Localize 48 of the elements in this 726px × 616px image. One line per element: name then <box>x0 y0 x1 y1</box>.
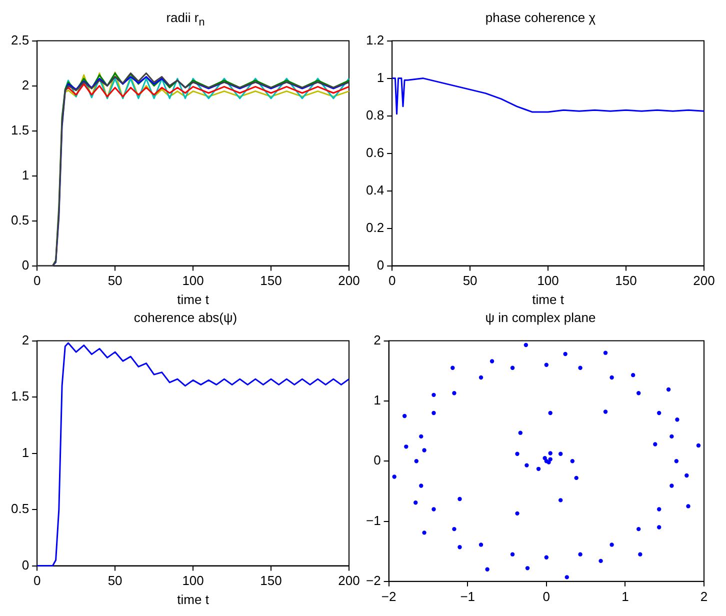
x-axis-title: time t <box>177 292 210 307</box>
x-tick-label: 2 <box>700 588 708 604</box>
y-tick-label: 0.6 <box>366 144 384 160</box>
y-tick-label: 0.5 <box>10 501 30 516</box>
x-tick-label: 100 <box>537 273 559 288</box>
y-tick-label: 0.5 <box>10 212 30 228</box>
y-tick-label: −1 <box>366 512 381 528</box>
x-tick-label: 100 <box>182 573 204 588</box>
x-tick-label: 150 <box>615 273 637 288</box>
x-tick-label: 200 <box>338 573 360 588</box>
y-tick-label: 0 <box>22 557 30 572</box>
y-tick-label: 2 <box>22 332 30 348</box>
x-tick-label: 0 <box>33 573 41 588</box>
y-tick-label: 0.4 <box>366 182 384 198</box>
x-tick-label: 150 <box>260 273 282 288</box>
y-tick-label: 1 <box>22 444 30 460</box>
y-tick-label: 1 <box>376 70 384 85</box>
y-tick-label: 1 <box>22 167 30 182</box>
x-axis-title: time t <box>177 592 210 607</box>
x-tick-label: 150 <box>260 573 282 588</box>
x-tick-label: 100 <box>182 273 204 288</box>
y-tick-label: 2.5 <box>10 32 30 48</box>
y-tick-label: 2 <box>22 77 30 92</box>
x-tick-label: 0 <box>388 273 396 288</box>
chart-title: ψ in complex plane <box>484 309 597 327</box>
chart-title: radii r$_{n}$ <box>165 9 206 30</box>
x-tick-label: 50 <box>108 273 122 288</box>
y-tick-label: 0.8 <box>366 107 384 122</box>
x-tick-label: 1 <box>622 588 629 604</box>
chart-title: phase coherence χ <box>484 9 597 27</box>
x-tick-label: 50 <box>108 573 122 588</box>
x-tick-label: 0 <box>33 273 41 288</box>
y-tick-label: 0 <box>22 257 30 272</box>
y-tick-label: 0 <box>374 452 381 468</box>
y-tick-label: 0.2 <box>366 220 384 235</box>
chart-title: coherence abs(ψ) <box>132 309 238 327</box>
y-tick-label: 0 <box>376 257 384 272</box>
x-axis-title: time t <box>532 292 564 307</box>
y-tick-label: 1.5 <box>10 388 30 404</box>
x-tick-label: 200 <box>693 273 715 288</box>
x-tick-label: −1 <box>460 588 476 604</box>
x-tick-label: 200 <box>338 273 360 288</box>
x-tick-label: 50 <box>462 273 478 288</box>
x-tick-label: 0 <box>542 588 550 604</box>
y-tick-label: 1.2 <box>366 32 384 48</box>
y-tick-label: 1.5 <box>10 122 30 138</box>
y-tick-label: 1 <box>374 392 381 408</box>
y-tick-label: 2 <box>374 332 381 348</box>
